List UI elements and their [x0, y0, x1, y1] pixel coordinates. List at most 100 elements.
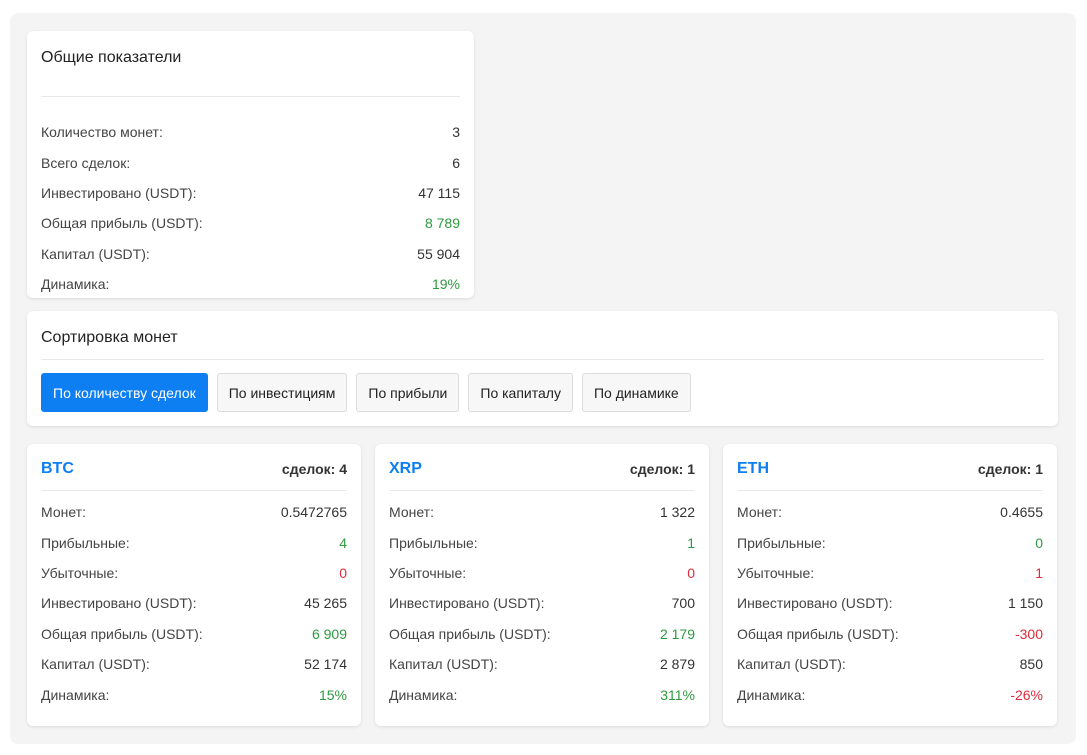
coin-stat-label: Капитал (USDT): — [737, 656, 846, 673]
coin-stat-value: 0 — [339, 564, 347, 581]
coin-stat-row: Прибыльные: 4 — [41, 527, 347, 557]
coin-stat-row: Общая прибыль (USDT): -300 — [737, 619, 1043, 649]
coin-stats-list: Монет: 0.5472765 Прибыльные: 4 Убыточные: 0 Ин… — [41, 497, 347, 710]
divider — [41, 96, 460, 97]
coin-stat-row: Убыточные: 0 — [41, 558, 347, 588]
coin-card-btc: BTC сделок: 4 Монет: 0.5472765 Прибыльные: 4 У… — [27, 444, 361, 726]
coin-stat-label: Динамика: — [41, 686, 110, 703]
stat-label: Капитал (USDT): — [41, 245, 150, 262]
coin-stat-value: 52 174 — [304, 656, 347, 673]
coin-stat-value: 4 — [339, 534, 347, 551]
stat-row-invested: Инвестировано (USDT): 47 115 — [41, 178, 460, 208]
coin-stats-list: Монет: 0.4655 Прибыльные: 0 Убыточные: 1 Инвес… — [737, 497, 1043, 710]
sort-by-deals-button[interactable]: По количеству сделок — [41, 373, 208, 412]
coin-stat-row: Инвестировано (USDT): 1 150 — [737, 588, 1043, 618]
coin-stat-label: Прибыльные: — [41, 534, 130, 551]
coin-stat-label: Убыточные: — [41, 564, 119, 581]
sort-by-profit-button[interactable]: По прибыли — [356, 373, 460, 412]
coin-stat-row: Убыточные: 0 — [389, 558, 695, 588]
coin-deal-count: сделок: 4 — [281, 461, 347, 477]
coin-card-eth: ETH сделок: 1 Монет: 0.4655 Прибыльные: 0 Убыт… — [723, 444, 1057, 726]
coin-stat-label: Монет: — [737, 504, 782, 521]
coin-stat-row: Убыточные: 1 — [737, 558, 1043, 588]
stat-row-profit: Общая прибыль (USDT): 8 789 — [41, 208, 460, 238]
coin-deal-count: сделок: 1 — [629, 461, 695, 477]
sort-by-capital-button[interactable]: По капиталу — [468, 373, 573, 412]
coin-stat-row: Инвестировано (USDT): 45 265 — [41, 588, 347, 618]
coin-stat-value: 850 — [1019, 656, 1043, 673]
coin-stat-row: Прибыльные: 1 — [389, 527, 695, 557]
stat-row-capital: Капитал (USDT): 55 904 — [41, 239, 460, 269]
coin-stats-list: Монет: 1 322 Прибыльные: 1 Убыточные: 0 Инвест… — [389, 497, 695, 710]
divider — [389, 490, 695, 491]
coin-stat-label: Капитал (USDT): — [389, 656, 498, 673]
coin-stat-row: Общая прибыль (USDT): 6 909 — [41, 619, 347, 649]
stat-value: 3 — [452, 124, 460, 141]
coin-stat-value: 45 265 — [304, 595, 347, 612]
coin-stat-value: 0.5472765 — [280, 504, 347, 521]
coin-stat-row: Инвестировано (USDT): 700 — [389, 588, 695, 618]
coin-stat-value: 0 — [1035, 534, 1043, 551]
coin-stat-label: Убыточные: — [389, 564, 467, 581]
coin-card-header: XRP сделок: 1 — [389, 460, 695, 478]
coin-stat-value: 0 — [687, 564, 695, 581]
coin-stat-value: 0.4655 — [1000, 504, 1043, 521]
coin-deal-count: сделок: 1 — [977, 461, 1043, 477]
coin-stat-row: Динамика: 311% — [389, 679, 695, 709]
coin-stat-row: Динамика: -26% — [737, 679, 1043, 709]
coin-stat-label: Прибыльные: — [389, 534, 478, 551]
coin-stat-value: 15% — [318, 686, 347, 703]
divider — [41, 490, 347, 491]
coin-stat-row: Динамика: 15% — [41, 679, 347, 709]
coin-stat-label: Монет: — [41, 504, 86, 521]
divider — [41, 359, 1044, 360]
general-stats-card: Общие показатели Количество монет: 3 Все… — [27, 31, 474, 298]
coin-stat-row: Капитал (USDT): 2 879 — [389, 649, 695, 679]
stat-label: Всего сделок: — [41, 154, 131, 171]
stat-row-coin-count: Количество монет: 3 — [41, 117, 460, 147]
stat-row-total-deals: Всего сделок: 6 — [41, 147, 460, 177]
coin-stat-label: Общая прибыль (USDT): — [737, 625, 899, 642]
coin-stat-label: Динамика: — [389, 686, 458, 703]
coin-stat-row: Капитал (USDT): 52 174 — [41, 649, 347, 679]
coin-symbol[interactable]: ETH — [737, 460, 769, 477]
coin-stat-value: 700 — [671, 595, 695, 612]
coin-stat-value: 2 179 — [659, 625, 695, 642]
stat-label: Количество монет: — [41, 124, 163, 141]
dashboard: Общие показатели Количество монет: 3 Все… — [10, 13, 1076, 744]
stat-row-dynamics: Динамика: 19% — [41, 269, 460, 299]
coin-stat-label: Инвестировано (USDT): — [389, 595, 545, 612]
divider — [737, 490, 1043, 491]
coin-stat-label: Монет: — [389, 504, 434, 521]
sort-title: Сортировка монет — [41, 329, 178, 346]
coin-stat-label: Инвестировано (USDT): — [737, 595, 893, 612]
coin-stat-label: Капитал (USDT): — [41, 656, 150, 673]
coin-stat-value: 1 — [687, 534, 695, 551]
coin-stat-row: Капитал (USDT): 850 — [737, 649, 1043, 679]
sort-by-dynamics-button[interactable]: По динамике — [581, 373, 691, 412]
stat-label: Общая прибыль (USDT): — [41, 215, 203, 232]
coin-card-header: ETH сделок: 1 — [737, 460, 1043, 478]
stat-label: Динамика: — [41, 276, 110, 293]
coin-stat-value: 2 879 — [659, 656, 695, 673]
stat-value: 6 — [452, 154, 460, 171]
coin-stat-value: 6 909 — [311, 625, 347, 642]
coin-stat-row: Монет: 0.5472765 — [41, 497, 347, 527]
coin-stat-value: 1 150 — [1007, 595, 1043, 612]
coin-stat-row: Монет: 0.4655 — [737, 497, 1043, 527]
sort-button-group: По количеству сделок По инвестициям По п… — [41, 373, 691, 412]
sort-by-investment-button[interactable]: По инвестициям — [216, 373, 348, 412]
coin-card-header: BTC сделок: 4 — [41, 460, 347, 478]
coin-stat-label: Прибыльные: — [737, 534, 826, 551]
coin-stat-value: 1 322 — [659, 504, 695, 521]
coin-stat-value: 1 — [1035, 564, 1043, 581]
coin-stat-row: Общая прибыль (USDT): 2 179 — [389, 619, 695, 649]
coin-stat-label: Общая прибыль (USDT): — [41, 625, 203, 642]
coin-stat-label: Инвестировано (USDT): — [41, 595, 197, 612]
stat-value: 19% — [431, 276, 460, 293]
sort-card: Сортировка монет По количеству сделок По… — [27, 311, 1058, 426]
stat-value: 8 789 — [424, 215, 460, 232]
coin-symbol[interactable]: XRP — [389, 460, 422, 477]
coin-stat-label: Убыточные: — [737, 564, 815, 581]
coin-symbol[interactable]: BTC — [41, 460, 74, 477]
